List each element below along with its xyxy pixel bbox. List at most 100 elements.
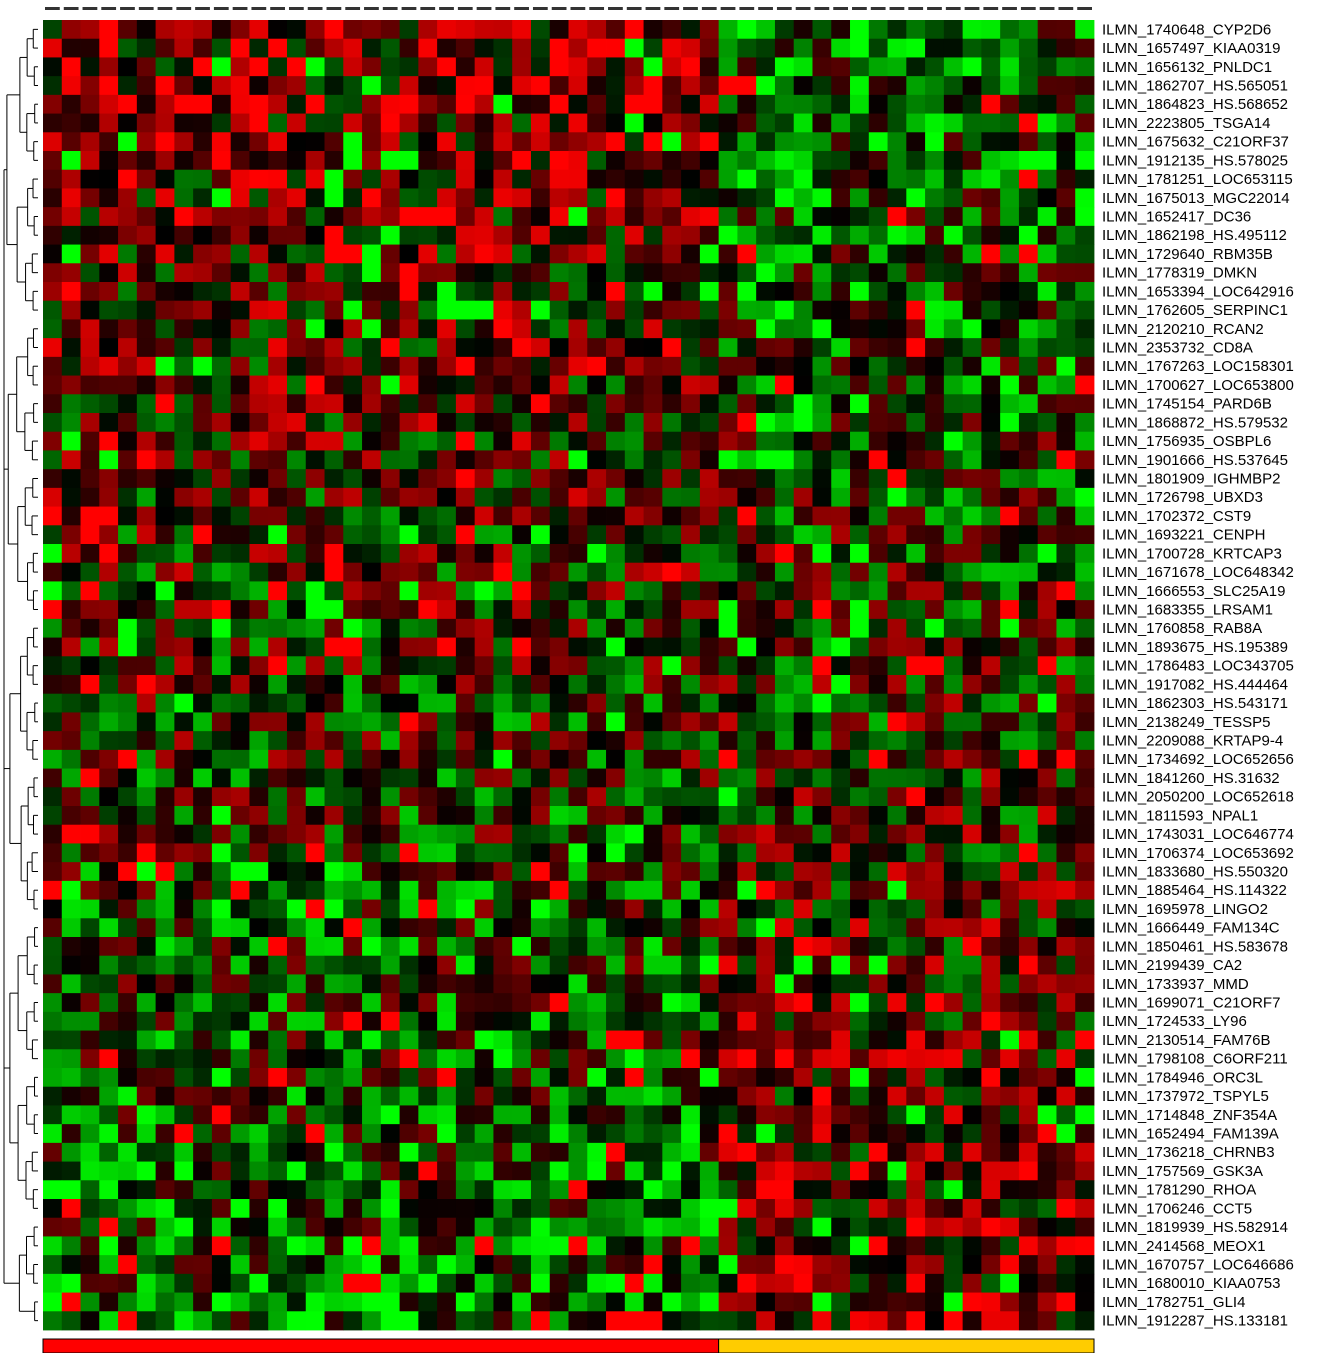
heatmap-cell: [887, 525, 907, 545]
heatmap-cell: [812, 487, 832, 507]
heatmap-cell: [1075, 319, 1095, 339]
heatmap-cell: [418, 1049, 438, 1069]
heatmap-cell: [662, 731, 682, 751]
heatmap-cell: [737, 319, 757, 339]
heatmap-cell: [756, 413, 776, 433]
heatmap-cell: [831, 749, 851, 769]
heatmap-cell: [962, 1311, 982, 1331]
heatmap-cell: [136, 375, 157, 395]
heatmap-cell: [981, 787, 1001, 807]
heatmap-cell: [362, 469, 382, 489]
column-label: [570, 7, 586, 10]
column-label: [870, 7, 886, 10]
heatmap-cell: [756, 562, 776, 582]
heatmap-cell: [99, 1105, 119, 1125]
heatmap-cell: [1075, 693, 1095, 713]
row-label: ILMN_2050200_LOC652618: [1102, 789, 1294, 806]
heatmap-cell: [737, 431, 757, 451]
heatmap-cell: [981, 1311, 1001, 1331]
heatmap-cell: [136, 1161, 157, 1181]
heatmap-cell: [943, 1311, 964, 1331]
heatmap-cell: [587, 207, 607, 227]
heatmap-cell: [99, 76, 119, 96]
heatmap-cell: [268, 244, 288, 264]
heatmap-cell: [43, 38, 63, 58]
heatmap-cell: [437, 263, 457, 283]
heatmap-cell: [324, 356, 344, 376]
heatmap-cell: [493, 768, 513, 788]
heatmap-cell: [211, 413, 232, 433]
heatmap-cell: [981, 151, 1001, 171]
heatmap-cell: [1000, 993, 1020, 1013]
heatmap-cell: [756, 1217, 776, 1237]
heatmap-cell: [43, 94, 63, 114]
heatmap-cell: [850, 1236, 870, 1256]
heatmap-cell: [512, 1311, 532, 1331]
heatmap-cell: [211, 57, 232, 77]
heatmap-cell: [831, 600, 851, 620]
heatmap-cell: [437, 525, 457, 545]
heatmap-cell: [868, 712, 888, 732]
heatmap-cell: [474, 637, 494, 657]
row-label: ILMN_1729640_RBM35B: [1102, 246, 1273, 263]
heatmap-cell: [925, 225, 945, 245]
heatmap-cell: [61, 113, 81, 133]
heatmap-cell: [624, 300, 644, 320]
heatmap-cell: [1018, 899, 1039, 919]
heatmap-cell: [887, 806, 907, 826]
heatmap-cell: [286, 824, 307, 844]
heatmap-cell: [530, 824, 551, 844]
heatmap-cell: [268, 1049, 288, 1069]
heatmap-cell: [362, 20, 382, 40]
heatmap-cell: [1037, 207, 1057, 227]
heatmap-cell: [737, 207, 757, 227]
heatmap-cell: [831, 712, 851, 732]
heatmap-cell: [1037, 862, 1057, 882]
heatmap-cell: [211, 656, 232, 676]
heatmap-cell: [793, 768, 813, 788]
heatmap-cell: [211, 300, 232, 320]
row-label: ILMN_1864823_HS.568652: [1102, 96, 1288, 113]
heatmap-cell: [699, 1199, 720, 1219]
heatmap-cell: [718, 20, 738, 40]
heatmap-cell: [662, 768, 682, 788]
heatmap-cell: [61, 656, 81, 676]
heatmap-cell: [549, 113, 569, 133]
heatmap-cell: [43, 618, 63, 638]
heatmap-cell: [118, 338, 138, 358]
heatmap-cell: [512, 993, 532, 1013]
heatmap-cell: [568, 880, 588, 900]
heatmap-cell: [362, 356, 382, 376]
heatmap-cell: [774, 431, 795, 451]
heatmap-cell: [549, 282, 569, 302]
heatmap-cell: [624, 581, 644, 601]
heatmap-cell: [474, 338, 494, 358]
column-label: [120, 7, 135, 10]
heatmap-cell: [230, 319, 250, 339]
heatmap-cell: [962, 1086, 982, 1106]
heatmap-cell: [362, 338, 382, 358]
heatmap-cell: [624, 1124, 644, 1144]
heatmap-cell: [43, 151, 63, 171]
heatmap-cell: [587, 76, 607, 96]
heatmap-cell: [324, 637, 344, 657]
heatmap-cell: [155, 1255, 175, 1275]
heatmap-cell: [887, 955, 907, 975]
heatmap-cell: [493, 263, 513, 283]
heatmap-cell: [943, 993, 964, 1013]
heatmap-cell: [812, 806, 832, 826]
heatmap-cell: [699, 974, 720, 994]
heatmap-cell: [850, 169, 870, 189]
heatmap-cell: [324, 768, 344, 788]
heatmap-cell: [118, 1030, 138, 1050]
heatmap-cell: [1000, 151, 1020, 171]
heatmap-cell: [1000, 544, 1020, 564]
heatmap-cell: [174, 338, 194, 358]
heatmap-cell: [61, 1161, 81, 1181]
heatmap-cell: [887, 487, 907, 507]
heatmap-cell: [681, 20, 701, 40]
heatmap-cell: [174, 487, 194, 507]
heatmap-cell: [493, 207, 513, 227]
heatmap-cell: [399, 20, 419, 40]
heatmap-cell: [286, 57, 307, 77]
